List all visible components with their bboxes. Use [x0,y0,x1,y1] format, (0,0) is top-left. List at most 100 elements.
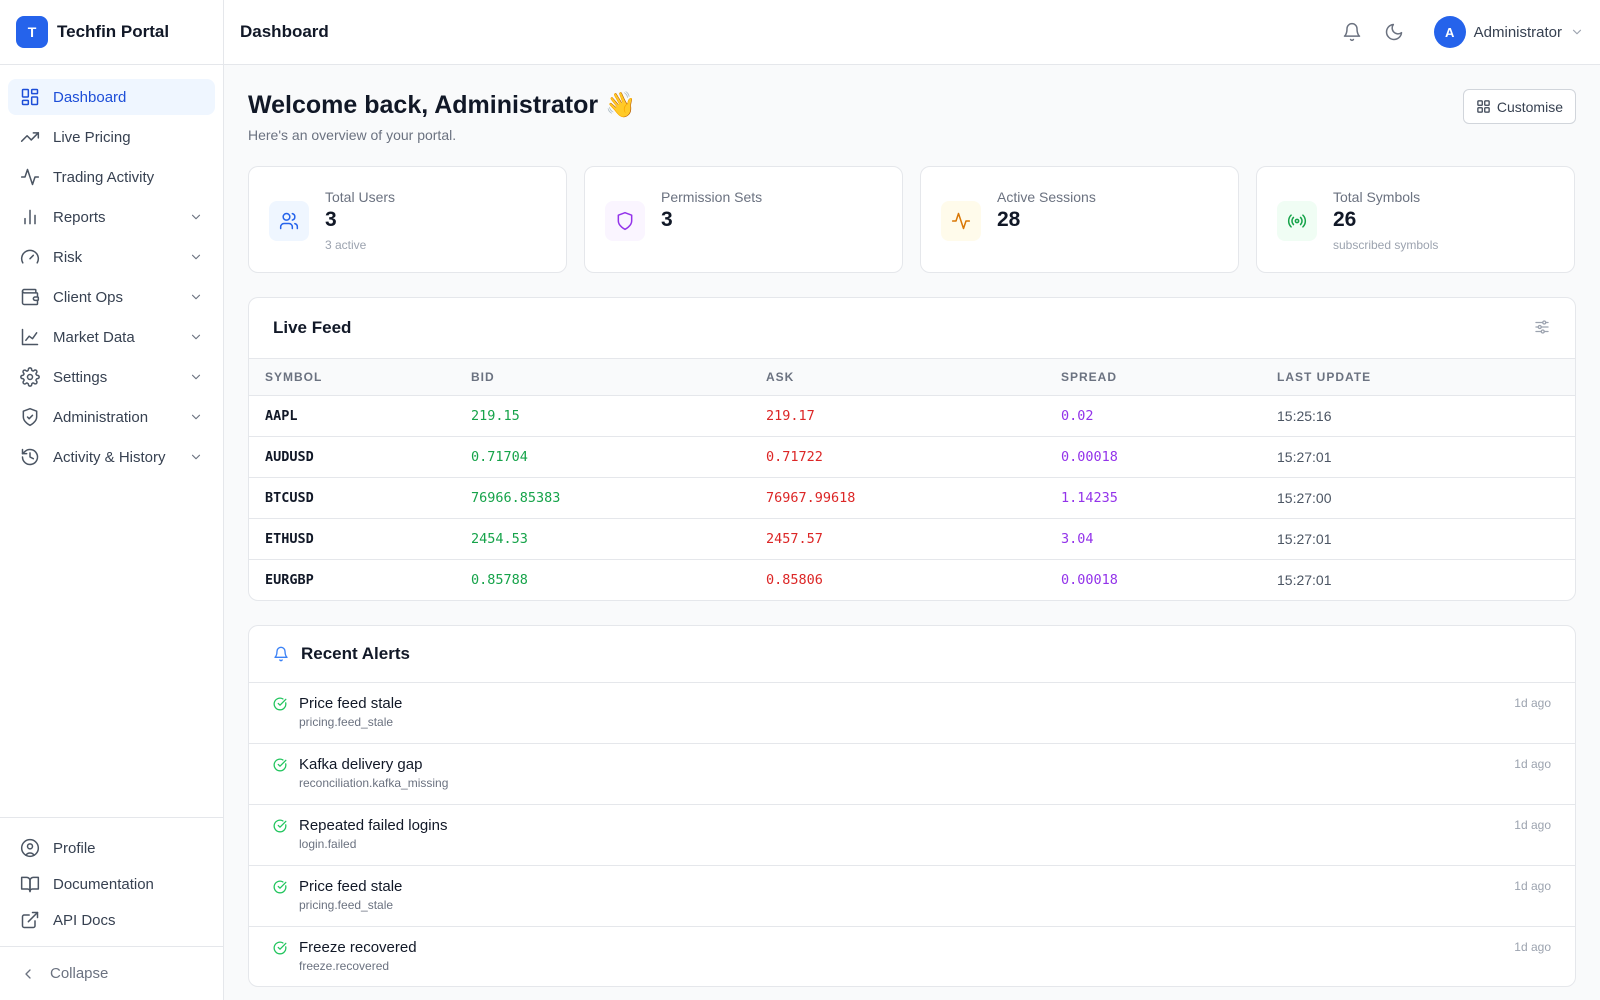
sidebar-item-label: Risk [53,248,83,266]
customise-label: Customise [1496,98,1563,115]
alert-code: login.failed [299,837,357,851]
sidebar-item-client-ops[interactable]: Client Ops [8,279,215,315]
column-header[interactable]: SPREAD [1045,359,1261,396]
wallet-icon [20,287,40,307]
spread-cell: 0.02 [1045,395,1261,437]
alert-title: Freeze recovered [299,939,417,956]
chevron-down-icon [189,370,203,384]
sliders-icon[interactable] [1533,318,1551,339]
last-update-cell: 15:25:16 [1261,395,1575,437]
symbol-cell: BTCUSD [249,477,455,519]
alert-item[interactable]: Price feed stale pricing.feed_stale 1d ago [249,683,1575,744]
sidebar-footer: Profile Documentation API Docs Collapse [0,817,223,1000]
symbol-cell: AAPL [249,395,455,437]
sidebar-item-live-pricing[interactable]: Live Pricing [8,119,215,155]
user-menu[interactable]: A Administrator [1433,16,1584,48]
collapse-button[interactable]: Collapse [0,946,223,1000]
line-chart-icon [20,327,40,347]
stat-label: Active Sessions [997,189,1096,205]
brand[interactable]: T Techfin Portal [0,0,223,65]
ask-cell: 219.17 [750,395,1045,437]
alert-item[interactable]: Repeated failed logins login.failed 1d ago [249,805,1575,866]
sidebar-link-label: Profile [53,839,96,857]
sidebar-item-label: Settings [53,368,108,386]
activity-icon [20,167,40,187]
alert-code: reconciliation.kafka_missing [299,776,449,790]
sidebar-link-api-docs[interactable]: API Docs [8,902,215,938]
sidebar-item-label: Reports [53,208,106,226]
table-row[interactable]: AUDUSD 0.71704 0.71722 0.00018 15:27:01 [249,436,1575,478]
sidebar-item-administration[interactable]: Administration [8,399,215,435]
last-update-cell: 15:27:01 [1261,436,1575,478]
table-row[interactable]: ETHUSD 2454.53 2457.57 3.04 15:27:01 [249,518,1575,560]
stats-row: Total Users 3 3 active Permission Sets 3 Acti… [248,166,1576,273]
alert-item[interactable]: Kafka delivery gap reconciliation.kafka_m… [249,744,1575,805]
spread-cell: 0.00018 [1045,436,1261,478]
ask-cell: 0.85806 [766,571,823,588]
chevron-down-icon [189,410,203,424]
live-feed-header: Live Feed [249,298,1575,359]
avatar: A [1433,16,1466,48]
alert-code: pricing.feed_stale [299,898,394,912]
sidebar-item-trading-activity[interactable]: Trading Activity [8,159,215,195]
column-header[interactable]: BID [455,359,750,396]
bid-cell: 0.85788 [471,571,528,588]
sidebar-item-settings[interactable]: Settings [8,359,215,395]
trending-up-icon [20,127,40,147]
sidebar-item-activity-history[interactable]: Activity & History [8,439,215,475]
sidebar-item-risk[interactable]: Risk [8,239,215,275]
column-header[interactable]: LAST UPDATE [1261,359,1575,396]
check-circle-icon [273,941,287,986]
ask-cell: 2457.57 [750,518,1045,560]
sidebar-item-label: Activity & History [53,448,166,466]
shield-icon [605,201,645,241]
stat-card-total-symbols: Total Symbols 26 subscribed symbols [1256,166,1575,273]
live-feed-card: Live Feed SYMBOL BID ASK SPREAD LAST UPDATE … [248,297,1576,601]
ask-cell: 76967.99618 [750,477,1045,519]
column-header[interactable]: SYMBOL [249,359,455,396]
check-circle-icon [273,819,287,865]
welcome-heading: Welcome back, Administrator 👋 [248,91,637,119]
user-circle-icon [20,838,40,858]
stat-label: Total Users [325,189,396,205]
alert-time: 1d ago [1514,940,1551,954]
ask-cell: 0.71722 [750,436,1045,478]
table-row[interactable]: AAPL 219.15 219.17 0.02 15:25:16 [249,395,1575,437]
notifications-bell-icon[interactable] [1334,14,1370,50]
chevron-left-icon [20,966,36,982]
spread-cell: 1.14235 [1045,477,1261,519]
customise-button[interactable]: Customise [1462,89,1576,124]
live-feed-table: SYMBOL BID ASK SPREAD LAST UPDATE AAPL 219.15… [249,359,1575,600]
spread-cell: 0.00018 [1061,571,1118,588]
sidebar-item-reports[interactable]: Reports [8,199,215,235]
gear-icon [20,367,40,387]
check-circle-icon [273,697,287,743]
alert-time: 1d ago [1514,696,1551,710]
chevron-down-icon [1570,25,1584,39]
last-update-cell: 15:27:01 [1277,571,1332,588]
recent-alerts-title: Recent Alerts [301,644,410,663]
alert-item[interactable]: Freeze recovered freeze.recovered 1d ago [249,927,1575,986]
moon-icon[interactable] [1376,14,1412,50]
sidebar-link-profile[interactable]: Profile [8,830,215,866]
chevron-down-icon [189,330,203,344]
broadcast-icon [1277,201,1317,241]
table-row[interactable]: BTCUSD 76966.85383 76967.99618 1.14235 15:27… [249,477,1575,519]
topbar: Dashboard A Administrator [224,0,1600,65]
check-circle-icon [273,758,287,804]
last-update-cell: 15:27:00 [1261,477,1575,519]
table-row[interactable]: EURGBP 0.85788 0.85806 0.00018 15:27:01 [249,559,1575,600]
alert-item[interactable]: Price feed stale pricing.feed_stale 1d ago [249,866,1575,927]
sidebar-item-label: Trading Activity [53,168,155,186]
sidebar-item-label: Market Data [53,328,135,346]
column-header[interactable]: ASK [750,359,1045,396]
collapse-label: Collapse [50,965,109,982]
sidebar-item-market-data[interactable]: Market Data [8,319,215,355]
sidebar-item-label: Dashboard [53,88,127,106]
history-icon [20,447,40,467]
users-icon [269,201,309,241]
sidebar-item-dashboard[interactable]: Dashboard [8,79,215,115]
sidebar-nav: Dashboard Live Pricing Trading Activity Rep… [0,65,223,493]
shield-check-icon [20,407,40,427]
sidebar-link-documentation[interactable]: Documentation [8,866,215,902]
